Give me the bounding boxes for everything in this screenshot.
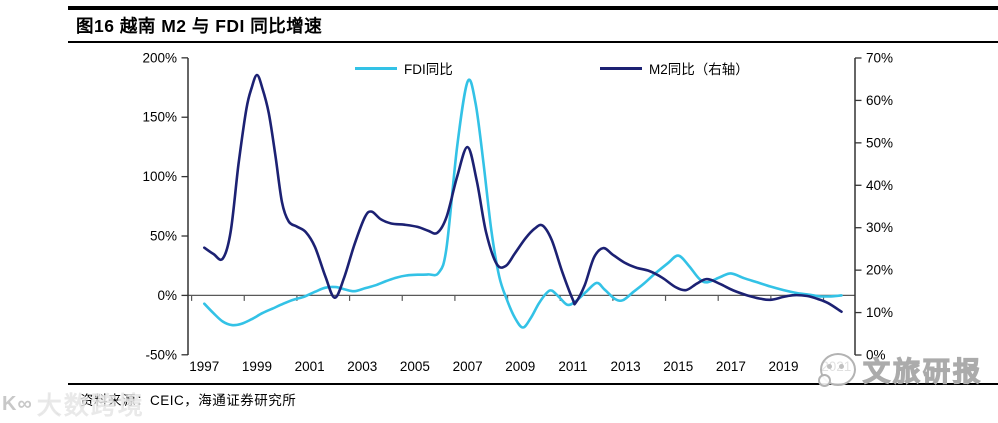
x-axis-label: 2001 [295,359,325,374]
x-axis-label: 2019 [769,359,799,374]
title-rule [68,41,998,43]
legend-label-fdi: FDI同比 [404,62,453,77]
x-axis-label: 2003 [347,359,377,374]
legend-item-m2: M2同比（右轴） [600,58,749,78]
right-axis-label: 10% [866,305,893,320]
m2-line-swatch [600,66,642,70]
right-axis-label: 30% [866,220,893,235]
source-note: 资料来源：CEIC，海通证券研究所 [80,393,297,408]
left-axis-label: -50% [145,347,177,362]
right-axis-label: 0% [866,348,886,363]
left-axis-label: 150% [142,110,177,125]
x-axis-label: 1997 [189,359,219,374]
fdi-line-swatch [355,66,397,70]
x-axis-label: 2021 [821,359,851,374]
bottom-rule [68,383,998,385]
x-axis-label: 2011 [558,359,587,374]
right-axis-label: 20% [866,263,893,278]
right-axis-label: 40% [866,178,893,193]
left-axis-label: 100% [142,169,177,184]
x-axis-label: 2009 [505,359,535,374]
page-title: 图16 越南 M2 与 FDI 同比增速 [76,16,323,36]
x-axis-label: 2015 [663,359,693,374]
x-axis-label: 2005 [400,359,430,374]
left-axis-label: 50% [150,229,177,244]
left-axis-label: 200% [142,50,177,65]
right-axis-label: 70% [866,50,893,65]
right-axis-label: 50% [866,135,893,150]
x-axis-label: 2007 [453,359,483,374]
top-rule [68,6,998,10]
legend-item-fdi: FDI同比 [355,58,453,78]
x-axis-label: 2017 [716,359,746,374]
right-axis-label: 60% [866,93,893,108]
left-axis-label: 0% [157,288,177,303]
m2-line [203,73,843,313]
legend-label-m2: M2同比（右轴） [649,62,749,77]
x-axis-label: 2013 [611,359,641,374]
fdi-line [203,78,843,329]
x-axis-label: 1999 [242,359,272,374]
